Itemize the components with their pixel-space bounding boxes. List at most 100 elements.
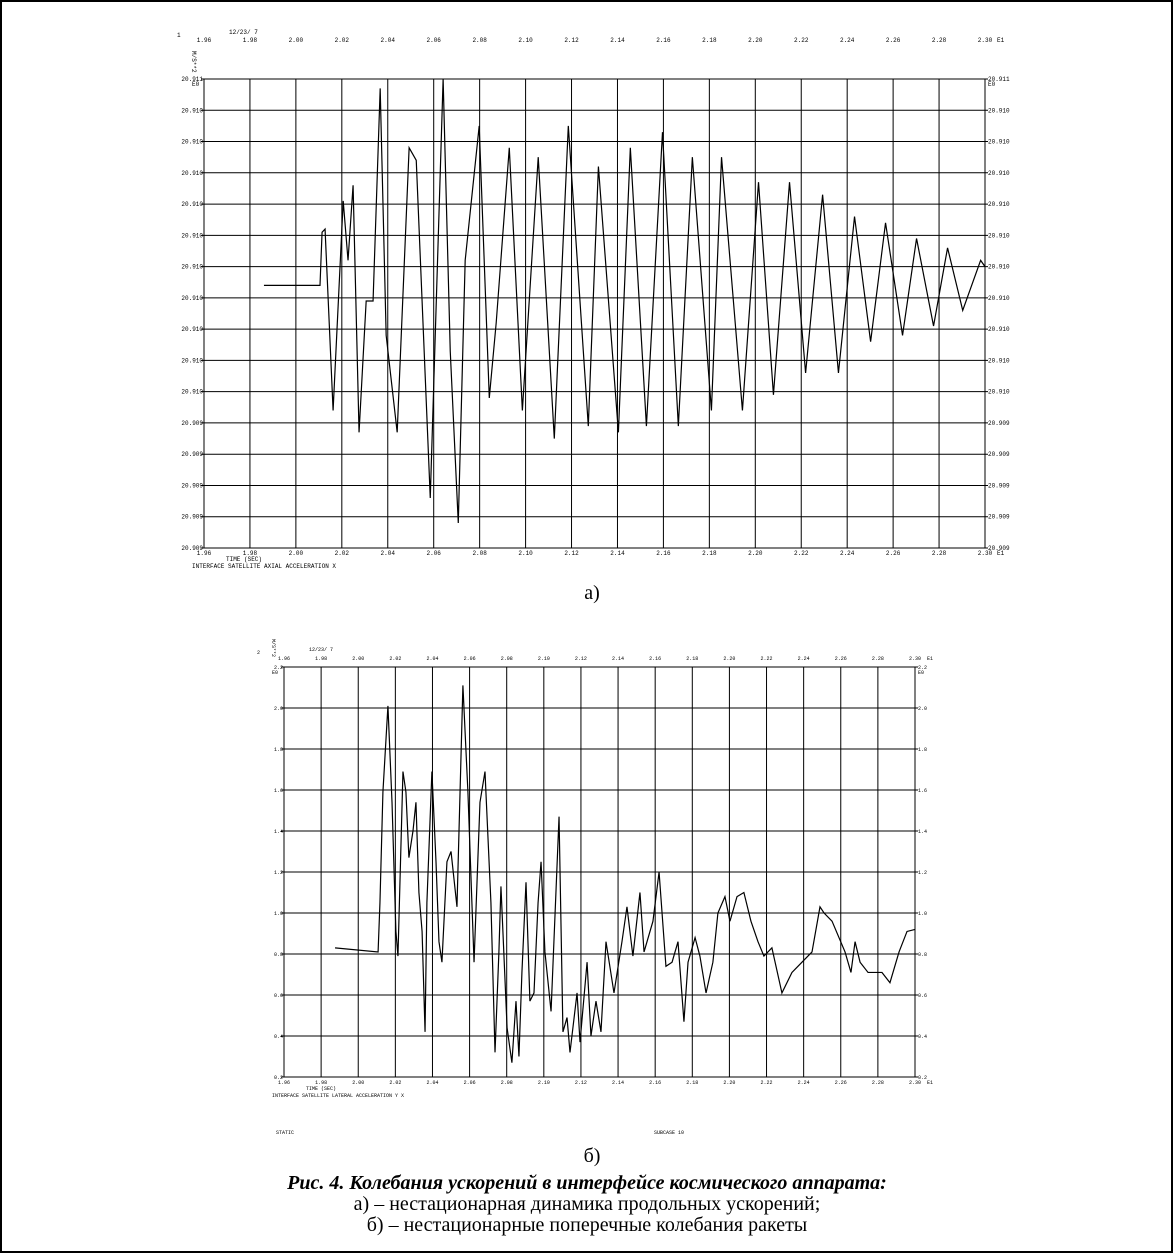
x-tick-label: 2.04 bbox=[381, 37, 396, 44]
x-tick-label: 2.02 bbox=[389, 1080, 401, 1086]
x-tick-label: 2.12 bbox=[564, 550, 579, 557]
y-tick-label: 1.2 bbox=[274, 870, 283, 876]
x-tick-label: 2.20 bbox=[723, 656, 735, 662]
x-tick-label: 2.30 bbox=[909, 1080, 921, 1086]
x-tick-label: 2.12 bbox=[564, 37, 579, 44]
x-tick-label: 2.10 bbox=[518, 37, 533, 44]
y-tick-label: 20.910 bbox=[988, 357, 1010, 364]
y-tick-label: 20.910 bbox=[988, 170, 1010, 177]
x-axis-label: TIME (SEC) bbox=[306, 1086, 336, 1092]
y-tick-label: 1.8 bbox=[918, 747, 927, 753]
y-tick-label: 20.910 bbox=[988, 107, 1010, 114]
x-tick-label: 2.02 bbox=[335, 550, 350, 557]
y-tick-label: 20.909 bbox=[181, 420, 203, 427]
data-line bbox=[334, 685, 916, 1063]
x-tick-label: 2.22 bbox=[794, 550, 809, 557]
x-tick-label: 1.96 bbox=[278, 656, 290, 662]
y-tick-label: 20.910 bbox=[181, 170, 203, 177]
x-tick-label: 2.00 bbox=[352, 1080, 364, 1086]
y-tick-label: 20.909 bbox=[181, 451, 203, 458]
chart-number: 2 bbox=[257, 650, 260, 656]
y-tick-label: 1.6 bbox=[274, 788, 283, 794]
y-tick-label: 20.910 bbox=[988, 139, 1010, 146]
y-tick-label: 20.909 bbox=[988, 545, 1010, 552]
y-tick-label: 1.0 bbox=[918, 911, 927, 917]
y-tick-label: 0.6 bbox=[274, 993, 283, 999]
x-tick-label: 2.26 bbox=[835, 1080, 847, 1086]
x-tick-label: 2.02 bbox=[389, 656, 401, 662]
x-tick-label: 2.28 bbox=[872, 656, 884, 662]
y-tick-label: 0.4 bbox=[274, 1034, 283, 1040]
y-tick-label: 0.2 bbox=[274, 1075, 283, 1081]
footer-label: STATIC bbox=[276, 1130, 294, 1136]
x-tick-label: 1.98 bbox=[315, 656, 327, 662]
x-tick-label: 2.08 bbox=[472, 37, 487, 44]
x-tick-label: 2.24 bbox=[840, 37, 855, 44]
caption-line: б) – нестационарные поперечные колебания… bbox=[367, 1214, 808, 1236]
y-axis-label: M/S**2 bbox=[190, 51, 197, 73]
panel-label: б) bbox=[584, 1145, 601, 1167]
y-axis-label: M/S**2 bbox=[270, 639, 276, 657]
x-tick-label: 2.06 bbox=[464, 1080, 476, 1086]
y-tick-label: 20.910 bbox=[988, 326, 1010, 333]
x-tick-label: 2.16 bbox=[649, 656, 661, 662]
x-tick-label: 2.10 bbox=[518, 550, 533, 557]
y-exponent: E0 bbox=[192, 81, 200, 88]
y-tick-label: 20.909 bbox=[988, 482, 1010, 489]
x-tick-label: 2.18 bbox=[702, 37, 717, 44]
y-tick-label: 20.910 bbox=[988, 264, 1010, 271]
y-tick-label: 2.0 bbox=[918, 706, 927, 712]
y-tick-label: 20.910 bbox=[181, 357, 203, 364]
y-exponent: E0 bbox=[272, 670, 278, 676]
x-tick-label: 1.98 bbox=[243, 550, 258, 557]
x-tick-label: 1.96 bbox=[197, 550, 212, 557]
x-tick-label: 2.28 bbox=[932, 550, 947, 557]
x-exponent: E1 bbox=[997, 37, 1005, 44]
x-tick-label: 2.20 bbox=[748, 550, 763, 557]
x-tick-label: 2.26 bbox=[835, 656, 847, 662]
x-tick-label: 1.96 bbox=[278, 1080, 290, 1086]
y-exponent: E0 bbox=[918, 670, 924, 676]
y-tick-label: 0.6 bbox=[918, 993, 927, 999]
x-tick-label: 2.22 bbox=[794, 37, 809, 44]
x-tick-label: 1.96 bbox=[197, 37, 212, 44]
y-tick-label: 20.910 bbox=[988, 201, 1010, 208]
chart-date: 12/23/ 7 bbox=[309, 647, 333, 653]
plot-frame bbox=[283, 666, 916, 1078]
y-tick-label: 1.0 bbox=[274, 911, 283, 917]
x-tick-label: 2.24 bbox=[840, 550, 855, 557]
y-tick-label: 20.909 bbox=[181, 545, 203, 552]
x-tick-label: 2.06 bbox=[464, 656, 476, 662]
caption-title: Рис. 4. Колебания ускорений в интерфейсе… bbox=[286, 1172, 887, 1194]
x-tick-label: 2.02 bbox=[335, 37, 350, 44]
x-exponent: E1 bbox=[927, 1080, 933, 1086]
x-tick-label: 2.06 bbox=[427, 37, 442, 44]
y-tick-label: 20.910 bbox=[988, 232, 1010, 239]
x-tick-label: 2.30 bbox=[978, 37, 993, 44]
y-tick-label: 2.0 bbox=[274, 706, 283, 712]
x-exponent: E1 bbox=[927, 656, 933, 662]
y-tick-label: 20.910 bbox=[181, 232, 203, 239]
y-tick-label: 1.4 bbox=[918, 829, 927, 835]
x-tick-label: 2.28 bbox=[872, 1080, 884, 1086]
x-tick-label: 2.10 bbox=[538, 1080, 550, 1086]
y-tick-label: 1.8 bbox=[274, 747, 283, 753]
y-tick-label: 20.909 bbox=[988, 451, 1010, 458]
footer-label: SUBCASE 10 bbox=[654, 1130, 684, 1136]
x-tick-label: 2.28 bbox=[932, 37, 947, 44]
y-tick-label: 0.8 bbox=[274, 952, 283, 958]
x-tick-label: 1.98 bbox=[315, 1080, 327, 1086]
x-tick-label: 2.08 bbox=[472, 550, 487, 557]
y-tick-label: 20.910 bbox=[181, 389, 203, 396]
x-tick-label: 2.14 bbox=[612, 1080, 624, 1086]
x-tick-label: 2.18 bbox=[686, 656, 698, 662]
x-tick-label: 2.08 bbox=[501, 1080, 513, 1086]
y-tick-label: 20.910 bbox=[181, 107, 203, 114]
x-tick-label: 2.30 bbox=[978, 550, 993, 557]
x-tick-label: 2.18 bbox=[702, 550, 717, 557]
x-tick-label: 2.14 bbox=[612, 656, 624, 662]
x-exponent: E1 bbox=[997, 550, 1005, 557]
y-tick-label: 0.8 bbox=[918, 952, 927, 958]
